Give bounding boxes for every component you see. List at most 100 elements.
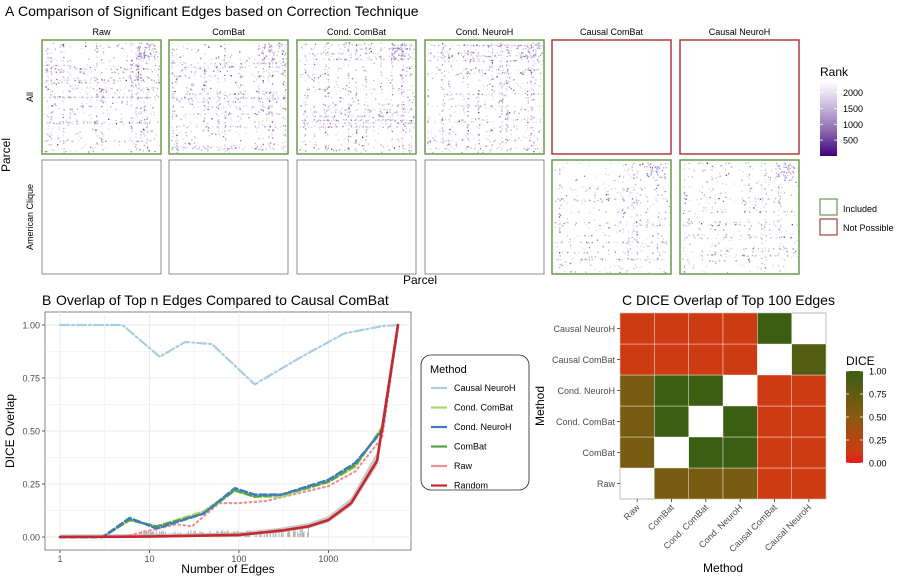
heatmap-cell [619,374,655,407]
legend-label: Causal NeuroH [454,383,516,393]
heatmap-x-label: ComBat [646,502,676,532]
heatmap-cell [722,405,758,438]
series-line [58,323,400,539]
dice-colorbar [846,371,863,463]
heatmap-cell [757,467,792,500]
panel-c-letter: C [622,292,632,308]
legend-label: Raw [454,461,473,471]
status-legend: Included Not Possible [819,198,894,236]
series-line [58,323,400,386]
heatmap-cell [654,312,689,345]
facet-border [41,159,162,275]
x-tick-label: 1 [57,554,62,564]
legend-item: Cond. NeuroH [431,422,512,432]
x-tick-label: 1000 [318,554,338,564]
heatmap-cell [619,436,655,469]
facet-background [297,160,416,274]
heatmap-y-label: Raw [597,479,616,489]
not-possible-swatch [819,218,838,236]
panel-a-facets: Raw ComBat Cond. ComBat Cond. NeuroH Causal … [25,27,800,275]
panel-b-title: Overlap of Top n Edges Compared to Causa… [56,292,389,308]
facet-background [552,160,671,274]
rank-tick-label: 2000 [843,88,863,98]
facet-row-label: American Clique [25,184,35,250]
rank-tick-label: 500 [843,136,858,146]
dice-legend: DICE 1.00 0.75 0.50 0.25 0.00 [846,354,887,469]
heatmap-cell [757,312,792,345]
heatmap-cell [791,436,827,469]
panel-b-axes: 0.00 0.25 0.50 0.75 1.00 1 10 100 1000 [22,321,338,565]
legend-item: Causal NeuroH [431,383,516,393]
included-swatch [819,198,838,216]
heatmap-cell [722,436,758,469]
x-tick-label: 10 [144,554,154,564]
heatmap-y-label: ComBat [582,448,615,458]
heatmap-cells [619,312,827,500]
heatmap-cell [791,467,827,500]
panel-b: B Overlap of Top n Edges Compared to Cau… [3,292,530,576]
panel-a: A Comparison of Significant Edges based … [0,3,894,287]
facet-background [425,160,544,274]
facet-background [552,40,671,154]
facet-cell [168,39,289,155]
rank-legend-ticks: 2000 1500 1000 500 [820,88,863,146]
heatmap-cell [688,343,724,376]
rank-colorbar [820,83,837,156]
heatmap-cell [654,405,689,438]
heatmap-cell [619,343,655,376]
y-tick-label: 0.00 [22,533,40,543]
facet-cell [41,159,162,275]
heatmap-y-label: Causal ComBat [552,355,616,365]
panel-c-title: DICE Overlap of Top 100 Edges [636,292,835,308]
y-tick-label: 1.00 [22,321,40,331]
facet-border [679,39,800,155]
heatmap-cell [722,343,758,376]
panel-b-ylabel: DICE Overlap [3,394,17,468]
facet-border [551,159,672,275]
facet-column-label: ComBat [212,27,245,37]
legend-label: Cond. NeuroH [454,422,512,432]
facet-cell [551,39,672,155]
facet-column-label: Causal NeuroH [709,27,771,37]
heatmap-cell [722,467,758,500]
facet-cell [296,159,417,275]
heatmap-cell [619,312,655,345]
series-line [58,323,400,539]
panel-b-grid [45,312,411,550]
facet-cell [424,159,545,275]
heatmap-cell [791,405,827,438]
facet-border [424,39,545,155]
panel-c: C DICE Overlap of Top 100 Edges Raw ComBa… [533,292,887,575]
legend-item: Raw [431,461,473,471]
panel-a-xlabel: Parcel [403,273,437,287]
heatmap-y-label: Cond. NeuroH [557,386,615,396]
legend-item: ComBat [431,442,487,452]
heatmap-cell [722,312,758,345]
facet-cell [424,39,545,155]
legend-item: Cond. ComBat [431,403,514,413]
heatmap-cell [791,343,827,376]
panel-b-lines [58,323,400,539]
heatmap-cell [654,343,689,376]
facet-column-label: Causal ComBat [580,27,644,37]
facet-cell [168,159,289,275]
facet-column-label: Raw [92,27,111,37]
facet-border [168,39,289,155]
facet-border [424,159,545,275]
facet-cell [679,159,800,275]
facet-border [296,159,417,275]
facet-cell [41,39,162,155]
series-line [58,323,400,539]
dice-tick-label: 0.75 [869,390,887,400]
facet-row-label: All [25,92,35,102]
not-possible-label: Not Possible [843,223,894,233]
legend-label: ComBat [454,442,487,452]
rank-tick-label: 1000 [843,120,863,130]
legend-item: Random [431,481,488,491]
heatmap-cell [654,467,689,500]
facet-border [679,159,800,275]
facet-column-label: Cond. NeuroH [456,27,514,37]
panel-b-letter: B [42,292,51,308]
x-tick-label: 100 [231,554,246,564]
